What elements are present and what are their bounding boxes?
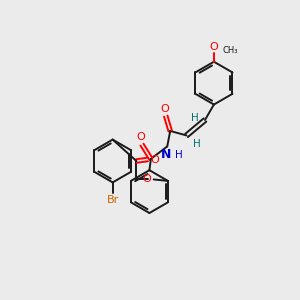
Text: CH₃: CH₃ xyxy=(222,46,238,55)
Text: O: O xyxy=(136,132,145,142)
Text: O: O xyxy=(150,154,159,164)
Text: H: H xyxy=(193,139,201,149)
Text: O: O xyxy=(209,42,218,52)
Text: Br: Br xyxy=(106,195,119,205)
Text: H: H xyxy=(191,113,198,124)
Text: O: O xyxy=(142,174,151,184)
Text: H: H xyxy=(175,150,182,160)
Text: N: N xyxy=(160,148,171,161)
Text: O: O xyxy=(160,104,169,114)
